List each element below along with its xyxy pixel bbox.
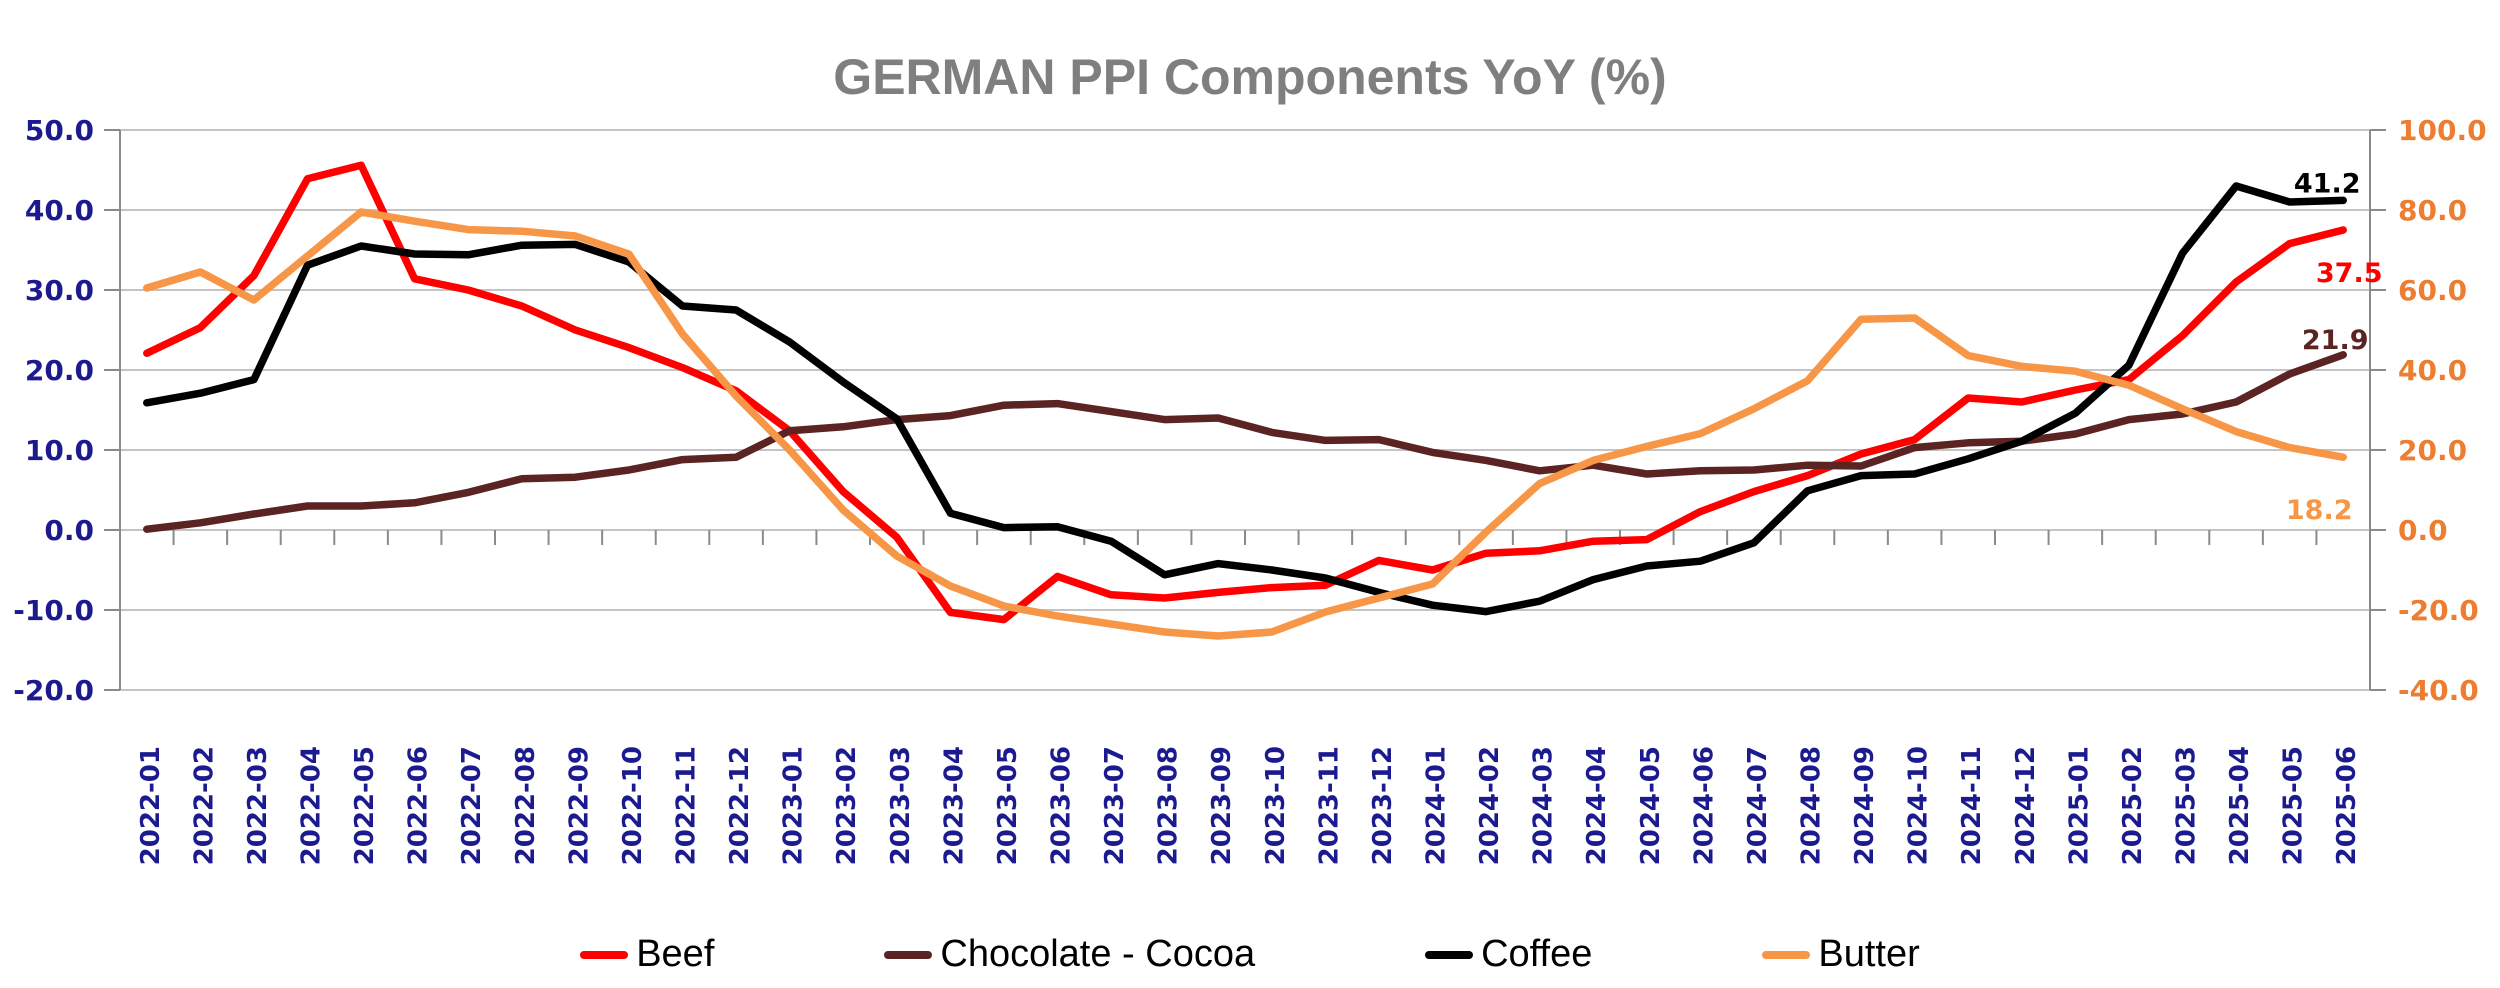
svg-text:2024-01: 2024-01: [1422, 746, 1452, 865]
svg-text:2024-03: 2024-03: [1529, 746, 1559, 865]
legend-item-butter: Butter: [1762, 933, 1920, 976]
series-chocolate-cocoa: [143, 351, 2347, 533]
svg-text:100.0: 100.0: [2398, 114, 2487, 147]
svg-text:2022-01: 2022-01: [136, 746, 166, 865]
right-axis-labels: 100.0 80.0 60.0 40.0 20.0 0.0 -20.0 -40.0: [2398, 114, 2487, 707]
svg-text:2022-03: 2022-03: [243, 746, 273, 865]
svg-text:2023-05: 2023-05: [993, 746, 1023, 865]
svg-text:2025-01: 2025-01: [2064, 746, 2094, 865]
svg-text:2022-05: 2022-05: [350, 746, 380, 865]
svg-text:2024-12: 2024-12: [2011, 746, 2041, 865]
svg-text:2023-04: 2023-04: [939, 746, 969, 865]
legend-item-chocolate-cocoa: Chocolate - Cocoa: [884, 933, 1255, 976]
legend-label: Beef: [636, 933, 715, 975]
svg-text:2024-10: 2024-10: [1904, 746, 1934, 865]
svg-text:2025-05: 2025-05: [2279, 746, 2309, 865]
svg-text:2022-06: 2022-06: [404, 746, 434, 865]
chart-legend: Beef Chocolate - Cocoa Coffee Butter: [0, 933, 2500, 976]
svg-text:41.2: 41.2: [2294, 168, 2361, 199]
legend-label: Chocolate - Cocoa: [940, 933, 1256, 975]
svg-text:2023-08: 2023-08: [1154, 746, 1184, 865]
svg-text:2023-01: 2023-01: [779, 746, 809, 865]
svg-text:21.9: 21.9: [2302, 325, 2369, 356]
svg-text:2024-11: 2024-11: [1957, 746, 1987, 865]
svg-text:2024-07: 2024-07: [1743, 746, 1773, 865]
svg-text:2024-09: 2024-09: [1850, 746, 1880, 865]
svg-text:2022-08: 2022-08: [511, 746, 541, 865]
series-butter: [143, 208, 2347, 640]
svg-text:2024-04: 2024-04: [1582, 746, 1612, 865]
svg-text:2024-05: 2024-05: [1636, 746, 1666, 865]
svg-text:40.0: 40.0: [25, 194, 94, 227]
svg-text:0.0: 0.0: [44, 514, 94, 547]
svg-text:20.0: 20.0: [25, 354, 94, 387]
svg-text:2023-06: 2023-06: [1047, 746, 1077, 865]
svg-text:2025-06: 2025-06: [2332, 746, 2362, 865]
svg-text:60.0: 60.0: [2398, 274, 2467, 307]
legend-swatch-icon: [884, 950, 933, 959]
svg-text:2023-12: 2023-12: [1368, 746, 1398, 865]
svg-text:2025-02: 2025-02: [2118, 746, 2148, 865]
svg-text:2023-03: 2023-03: [886, 746, 916, 865]
legend-swatch-icon: [1425, 950, 1474, 959]
svg-text:-20.0: -20.0: [2398, 594, 2479, 627]
svg-text:2022-11: 2022-11: [672, 746, 702, 865]
x-axis-labels: 2022-01 2022-02 2022-03 2022-04 2022-05 2022-…: [136, 746, 2362, 865]
svg-text:18.2: 18.2: [2286, 495, 2353, 526]
svg-text:-40.0: -40.0: [2398, 674, 2479, 707]
svg-text:2023-09: 2023-09: [1207, 746, 1237, 865]
svg-text:-20.0: -20.0: [13, 674, 94, 707]
svg-text:40.0: 40.0: [2398, 354, 2467, 387]
svg-text:0.0: 0.0: [2398, 514, 2448, 547]
legend-swatch-icon: [580, 950, 629, 959]
left-axis-labels: 50.0 40.0 30.0 20.0 10.0 0.0 -10.0 -20.0: [13, 114, 94, 707]
legend-item-beef: Beef: [580, 933, 714, 976]
svg-text:2023-07: 2023-07: [1100, 746, 1130, 865]
svg-text:2023-10: 2023-10: [1261, 746, 1291, 865]
legend-item-coffee: Coffee: [1425, 933, 1592, 976]
svg-text:2022-02: 2022-02: [189, 746, 219, 865]
axes: [104, 129, 2386, 691]
svg-text:50.0: 50.0: [25, 114, 94, 147]
legend-label: Coffee: [1481, 933, 1593, 975]
svg-text:20.0: 20.0: [2398, 434, 2467, 467]
series-beef: [143, 161, 2347, 624]
series-coffee: [143, 182, 2347, 616]
svg-text:2022-12: 2022-12: [725, 746, 755, 865]
legend-swatch-icon: [1762, 950, 1811, 959]
svg-text:2024-02: 2024-02: [1475, 746, 1505, 865]
legend-label: Butter: [1818, 933, 1920, 975]
svg-text:2024-06: 2024-06: [1689, 746, 1719, 865]
svg-text:2025-04: 2025-04: [2225, 746, 2255, 865]
svg-text:10.0: 10.0: [25, 434, 94, 467]
svg-text:2022-10: 2022-10: [618, 746, 648, 865]
svg-text:37.5: 37.5: [2316, 258, 2383, 289]
chart-title: GERMAN PPI Components YoY (%): [833, 48, 1667, 105]
gridlines: [120, 129, 2370, 691]
end-data-labels: 37.5 21.9 41.2 18.2: [2286, 168, 2383, 526]
svg-text:2022-04: 2022-04: [297, 746, 327, 865]
svg-text:2024-08: 2024-08: [1797, 746, 1827, 865]
svg-text:2022-09: 2022-09: [564, 746, 594, 865]
svg-text:80.0: 80.0: [2398, 194, 2467, 227]
svg-text:2023-11: 2023-11: [1314, 746, 1344, 865]
svg-text:30.0: 30.0: [25, 274, 94, 307]
svg-text:2022-07: 2022-07: [457, 746, 487, 865]
svg-text:2025-03: 2025-03: [2172, 746, 2202, 865]
svg-text:-10.0: -10.0: [13, 594, 94, 627]
svg-text:2023-02: 2023-02: [832, 746, 862, 865]
